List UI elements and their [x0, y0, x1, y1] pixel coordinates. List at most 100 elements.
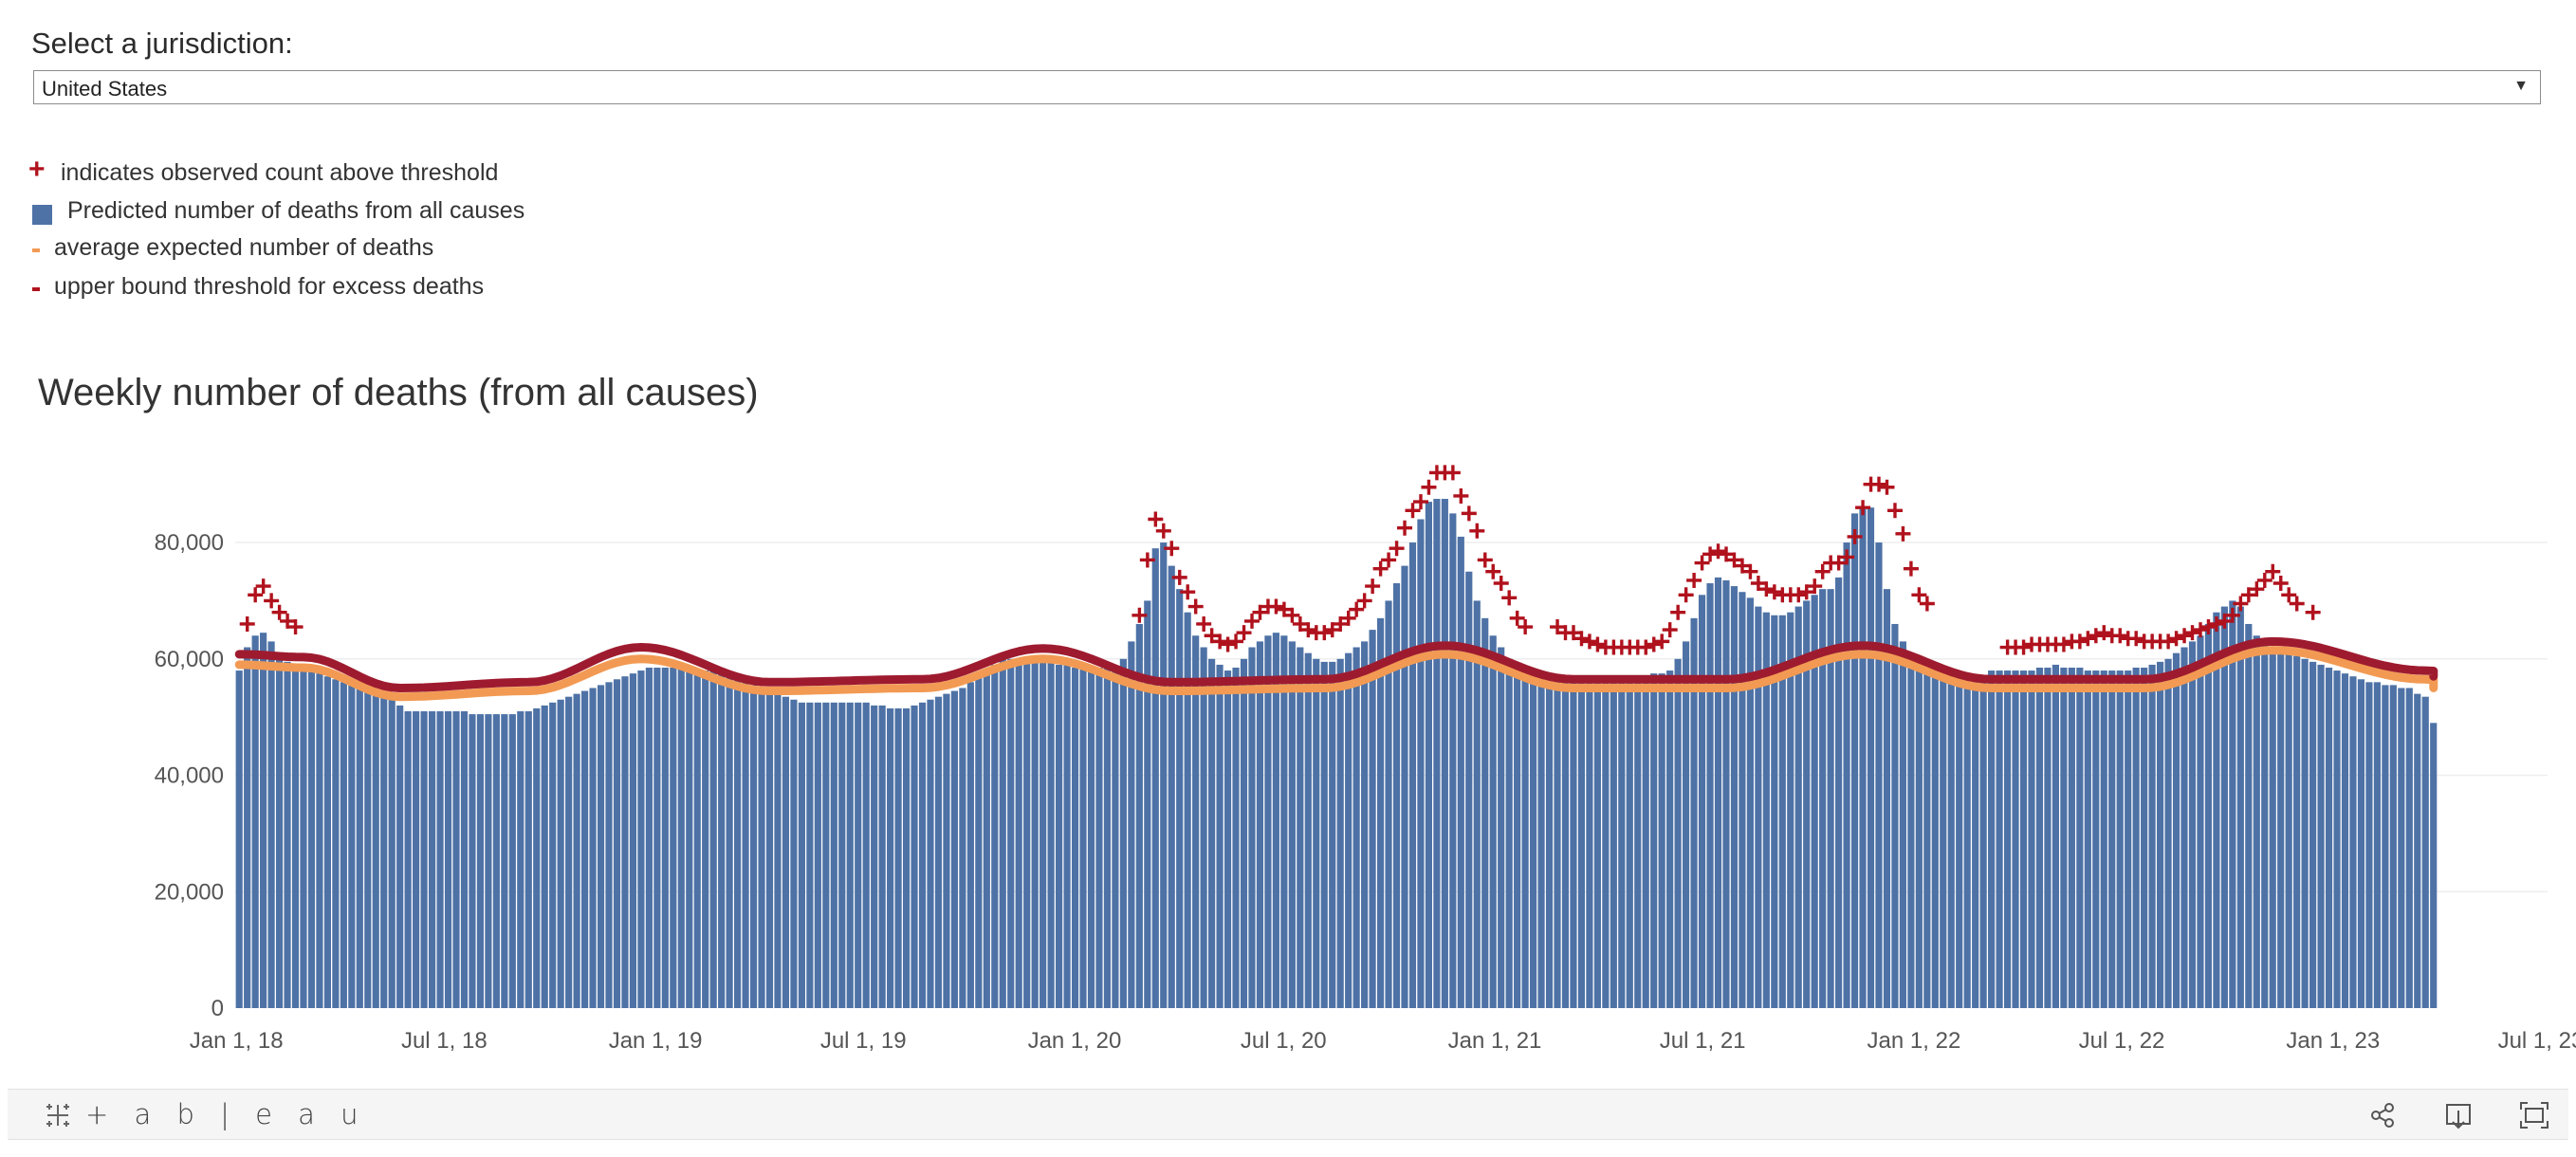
- bar: [1794, 606, 1802, 1008]
- bar: [838, 702, 846, 1008]
- fullscreen-icon[interactable]: [2517, 1099, 2551, 1131]
- bar: [1031, 658, 1039, 1008]
- above-threshold-marker: [1879, 479, 1895, 495]
- above-threshold-marker: [1469, 523, 1485, 539]
- bar: [275, 655, 284, 1008]
- bar: [902, 707, 911, 1008]
- legend-label: indicates observed count above threshold: [61, 159, 499, 186]
- bar: [1996, 670, 2003, 1008]
- bar: [1040, 661, 1047, 1008]
- above-threshold-marker: [1807, 578, 1823, 595]
- above-threshold-marker: [1678, 587, 1694, 603]
- above-threshold-marker: [1164, 541, 1180, 557]
- above-threshold-marker: [2249, 581, 2265, 597]
- bar: [1007, 658, 1015, 1008]
- bar: [1658, 673, 1665, 1008]
- bar: [830, 702, 837, 1008]
- bar: [758, 688, 765, 1008]
- bar: [1425, 502, 1432, 1008]
- above-threshold-marker: [1139, 552, 1155, 568]
- bar: [2100, 670, 2107, 1008]
- bar: [404, 711, 412, 1008]
- bar: [1095, 667, 1103, 1008]
- x-tick-label: Jul 1, 22: [2079, 1028, 2165, 1054]
- bar: [1055, 664, 1063, 1008]
- bar: [1746, 597, 1754, 1008]
- bar: [1192, 635, 1200, 1008]
- bar: [709, 670, 717, 1008]
- above-threshold-marker: [1590, 636, 1606, 652]
- bar: [1827, 589, 1834, 1008]
- share-icon[interactable]: [2365, 1099, 2400, 1131]
- bar: [1642, 676, 1649, 1008]
- above-threshold-marker: [1798, 584, 1814, 600]
- jurisdiction-dropdown[interactable]: United States ▼: [33, 70, 2541, 104]
- bar: [244, 647, 251, 1008]
- bar: [2317, 664, 2325, 1008]
- bar: [822, 702, 830, 1008]
- bar: [1408, 542, 1417, 1008]
- bar: [2261, 641, 2269, 1008]
- above-threshold-marker: [1855, 500, 1871, 516]
- tableau-logo-icon: [46, 1104, 69, 1127]
- above-threshold-marker: [2177, 628, 2193, 644]
- bar: [790, 699, 798, 1008]
- bar: [1112, 667, 1119, 1008]
- bar: [235, 670, 243, 1008]
- bar: [1304, 652, 1312, 1008]
- bar: [300, 667, 307, 1008]
- above-threshold-marker: [2128, 631, 2144, 647]
- bar: [557, 699, 564, 1008]
- bar: [1216, 664, 1224, 1008]
- bar: [1972, 679, 1979, 1008]
- above-threshold-marker: [271, 604, 287, 620]
- bar: [452, 711, 460, 1008]
- above-threshold-marker: [2240, 587, 2256, 603]
- bar: [878, 705, 886, 1008]
- above-threshold-marker: [1766, 584, 1782, 600]
- above-threshold-marker: [2233, 596, 2249, 612]
- bar: [1923, 661, 1931, 1008]
- bar: [492, 714, 500, 1008]
- above-threshold-marker: [264, 593, 280, 609]
- bar: [1087, 667, 1095, 1008]
- bar: [1505, 658, 1513, 1008]
- bar: [911, 705, 918, 1008]
- bar: [1401, 565, 1408, 1008]
- bar: [1931, 664, 1939, 1008]
- bar: [2398, 688, 2405, 1008]
- above-threshold-marker: [1702, 546, 1719, 562]
- bar: [1521, 667, 1529, 1008]
- bar: [1248, 647, 1256, 1008]
- above-threshold-marker: [2289, 596, 2305, 612]
- bar: [1151, 548, 1159, 1008]
- bar: [2357, 679, 2365, 1008]
- bar: [1465, 571, 1473, 1008]
- bar: [1208, 658, 1216, 1008]
- bar: [396, 705, 404, 1008]
- above-threshold-marker: [1412, 494, 1428, 510]
- x-tick-label: Jul 1, 23: [2498, 1028, 2576, 1054]
- bar: [476, 714, 485, 1008]
- above-threshold-marker: [1236, 625, 1252, 641]
- bar: [2382, 685, 2389, 1008]
- above-threshold-marker: [2080, 631, 2096, 647]
- bar: [340, 682, 347, 1008]
- bar: [2164, 658, 2172, 1008]
- bar: [871, 705, 878, 1008]
- above-threshold-marker: [1831, 555, 1847, 571]
- bar: [501, 714, 508, 1008]
- above-threshold-marker: [1911, 587, 1927, 603]
- bar: [693, 670, 701, 1008]
- bar: [1224, 670, 1232, 1008]
- download-icon[interactable]: [2441, 1099, 2475, 1131]
- bar: [1119, 658, 1127, 1008]
- above-threshold-marker: [1670, 604, 1686, 620]
- bar: [2148, 664, 2156, 1008]
- bar: [2204, 623, 2213, 1008]
- bar: [267, 641, 275, 1008]
- bar: [2188, 641, 2197, 1008]
- above-threshold-marker: [1132, 607, 1148, 623]
- bar: [1963, 676, 1971, 1008]
- bar: [533, 707, 541, 1008]
